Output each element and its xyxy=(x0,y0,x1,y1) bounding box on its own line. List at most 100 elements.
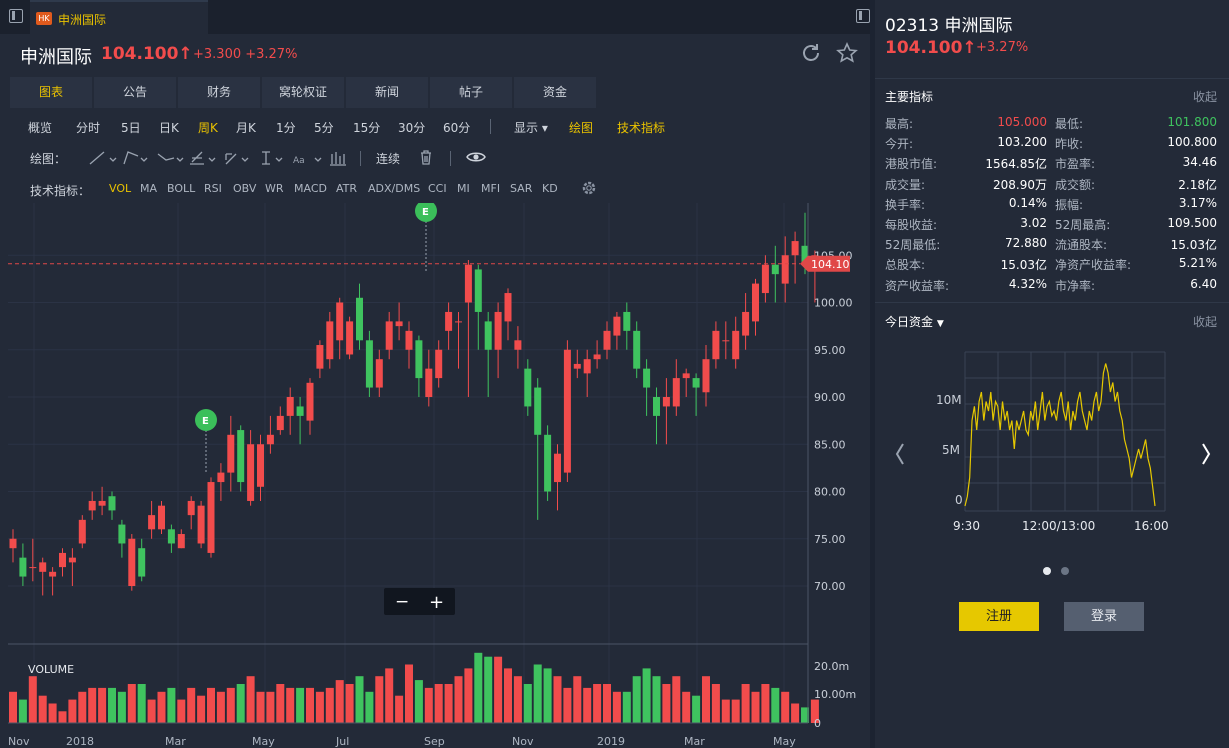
indicator-obv[interactable]: OBV xyxy=(233,182,257,195)
period-8[interactable]: 15分 xyxy=(353,121,381,135)
divider xyxy=(875,302,1229,303)
metric-value: 3.02 xyxy=(1020,216,1047,230)
volume-bar xyxy=(751,691,760,723)
indicator-macd[interactable]: MACD xyxy=(294,182,327,195)
candle-body xyxy=(464,264,472,303)
volume-bar xyxy=(444,684,453,723)
indicator-ma[interactable]: MA xyxy=(140,182,158,195)
volume-bar xyxy=(464,668,473,723)
tab-1[interactable]: 公告 xyxy=(94,77,176,108)
period-3[interactable]: 日K xyxy=(159,121,179,135)
volume-bar xyxy=(38,695,47,723)
volume-bar xyxy=(573,676,582,723)
indicator-atr[interactable]: ATR xyxy=(336,182,358,195)
metric-value: 4.32% xyxy=(1008,276,1047,291)
period-4[interactable]: 周K xyxy=(198,121,218,135)
pager-dot-active[interactable] xyxy=(1043,567,1051,575)
indicator-mi[interactable]: MI xyxy=(457,182,470,195)
register-button[interactable]: 注册 xyxy=(959,602,1039,631)
tab-0[interactable]: 图表 xyxy=(10,77,92,108)
indicator-mfi[interactable]: MFI xyxy=(481,182,501,195)
tech-indicator-toggle[interactable]: 技术指标 xyxy=(617,121,666,135)
period-7[interactable]: 5分 xyxy=(314,121,334,135)
x-tick-label: Nov xyxy=(512,735,534,748)
today-flow-title[interactable]: 今日资金 ▼ xyxy=(885,315,944,329)
font-tool-icon: Aa xyxy=(293,156,305,166)
period-1[interactable]: 分时 xyxy=(76,121,101,135)
volume-bar xyxy=(731,699,740,723)
volume-bar xyxy=(484,656,493,723)
period-10[interactable]: 60分 xyxy=(443,121,471,135)
indicator-vol[interactable]: VOL xyxy=(109,182,132,195)
display-dropdown[interactable]: 显示 ▾ xyxy=(514,121,548,135)
tab-4[interactable]: 新闻 xyxy=(346,77,428,108)
metric-value: 208.90万 xyxy=(993,177,1047,192)
price-tick-label: 80.00 xyxy=(814,486,846,499)
settings-gear-icon[interactable] xyxy=(580,179,598,197)
candle-body xyxy=(494,311,502,350)
volume-bar xyxy=(652,676,661,723)
tab-2[interactable]: 财务 xyxy=(178,77,260,108)
volume-bar xyxy=(791,703,800,723)
indicator-adx-dms[interactable]: ADX/DMS xyxy=(368,182,421,195)
indicator-wr[interactable]: WR xyxy=(265,182,284,195)
candle-body xyxy=(474,269,482,312)
period-2[interactable]: 5日 xyxy=(121,121,141,135)
candlestick-chart[interactable]: 105.00100.0095.0090.0085.0080.0075.0070.… xyxy=(0,203,870,748)
indicator-kd[interactable]: KD xyxy=(542,182,558,195)
tab-3[interactable]: 窝轮权证 xyxy=(262,77,344,108)
volume-bar xyxy=(593,684,602,723)
trash-icon[interactable] xyxy=(418,148,434,166)
main-indicators-collapse[interactable]: 收起 xyxy=(1192,90,1217,104)
divider xyxy=(875,78,1229,79)
zoom-in-button[interactable]: + xyxy=(429,592,444,613)
right-panel-toggle-icon[interactable] xyxy=(856,9,870,23)
indicator-sar[interactable]: SAR xyxy=(510,182,533,195)
candle-body xyxy=(98,500,106,506)
tab-5[interactable]: 帖子 xyxy=(430,77,512,108)
indicator-rsi[interactable]: RSI xyxy=(204,182,222,195)
next-arrow-icon[interactable] xyxy=(1202,443,1211,465)
metric-label: 最高: xyxy=(885,117,914,131)
candle-body xyxy=(742,311,750,336)
x-tick-label: May xyxy=(252,735,275,748)
quote-price: 104.100↑ xyxy=(885,38,977,58)
prev-arrow-icon[interactable] xyxy=(895,443,904,465)
stock-tab[interactable]: HK 申洲国际 xyxy=(30,0,208,34)
volume-bar xyxy=(296,687,305,723)
metric-label: 最低: xyxy=(1055,117,1084,131)
metric-label: 总股本: xyxy=(885,258,926,273)
stock-name: 申洲国际 xyxy=(20,47,92,68)
pager-dot[interactable] xyxy=(1061,567,1069,575)
volume-label: VOLUME xyxy=(28,663,74,676)
tab-6[interactable]: 资金 xyxy=(514,77,596,108)
candle-body xyxy=(425,368,433,397)
login-button[interactable]: 登录 xyxy=(1064,602,1144,631)
candle-body xyxy=(59,552,66,568)
period-9[interactable]: 30分 xyxy=(398,121,426,135)
eye-icon[interactable] xyxy=(466,150,486,164)
star-icon[interactable] xyxy=(836,42,858,64)
indicator-cci[interactable]: CCI xyxy=(428,182,447,195)
period-0[interactable]: 概览 xyxy=(28,121,53,135)
candle-body xyxy=(336,302,344,341)
draw-toggle[interactable]: 绘图 xyxy=(569,121,594,135)
period-5[interactable]: 月K xyxy=(236,121,256,135)
indicator-boll[interactable]: BOLL xyxy=(167,182,196,195)
today-flow-collapse[interactable]: 收起 xyxy=(1192,315,1217,329)
left-panel-toggle-icon[interactable] xyxy=(9,9,23,23)
zoom-out-button[interactable]: − xyxy=(395,592,409,612)
candle-body xyxy=(771,264,779,275)
refresh-icon[interactable] xyxy=(800,42,822,64)
volume-tick-label: 10.00m xyxy=(814,688,856,701)
stock-change: +3.300 +3.27% xyxy=(193,47,298,62)
volume-bar xyxy=(563,687,572,723)
continuous-draw-button[interactable]: 连续 xyxy=(376,152,401,166)
ray-tool-chevron-icon xyxy=(140,157,148,162)
drawbar-label: 绘图： xyxy=(30,152,67,166)
volume-bar xyxy=(68,699,77,723)
volume-bar xyxy=(88,687,97,723)
period-6[interactable]: 1分 xyxy=(276,121,296,135)
candle-body xyxy=(39,562,47,572)
candle-body xyxy=(563,349,571,473)
